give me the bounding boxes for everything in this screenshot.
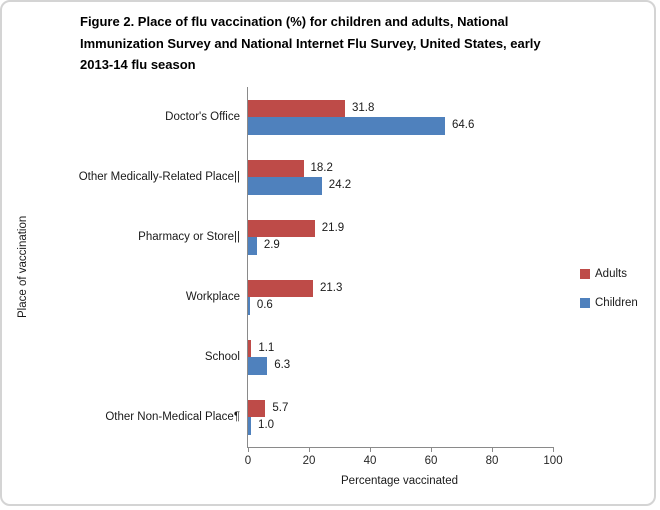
children-value-label: 0.6 [256,299,273,311]
children-bar [248,177,322,195]
adults-bar [248,399,266,417]
adults-bar [248,159,304,177]
chart-title-line-3: 2013-14 flu season [80,57,196,72]
legend-label-adults: Adults [595,268,627,280]
adults-value-label: 1.1 [258,341,275,354]
x-tick-label: 20 [302,455,316,467]
x-tick [247,447,249,452]
legend-swatch-children-icon [580,298,590,308]
category-label: Other Non-Medical Place¶ [105,411,240,423]
chart-title-line-1: Figure 2. Place of flu vaccination (%) f… [80,14,509,29]
children-value-label: 1.0 [258,419,275,431]
chart-title-line-2: Immunization Survey and National Interne… [80,35,541,51]
adults-value-label: 31.8 [351,101,375,114]
x-tick-label: 40 [363,455,377,467]
x-tick [430,447,432,452]
category-label: Other Medically-Related Place|| [78,171,240,183]
adults-value-label: 18.2 [310,161,333,174]
children-value-label: 64.6 [452,119,475,131]
legend-item-children: Children [580,297,638,309]
children-bar [248,417,252,435]
chart-title: Figure 2. Place of flu vaccination (%) f… [80,11,580,76]
category-label: Doctor's Office [165,111,240,123]
x-tick-label: 100 [543,455,563,467]
category-label: Workplace [185,291,240,303]
children-bar [248,117,446,135]
adults-bar [248,279,313,297]
category-label: Pharmacy or Store|| [138,231,240,243]
children-value-label: 2.9 [263,239,280,251]
legend-label-children: Children [595,297,638,309]
adults-value-label: 5.7 [272,401,289,414]
x-tick [552,447,554,452]
x-tick-label: 80 [485,455,499,467]
adults-value-label: 21.9 [321,221,345,234]
legend: Adults Children [580,268,638,326]
x-tick [369,447,371,452]
plot-area: Doctor's Office 31.8 64.6 Other Medically-R… [79,87,563,467]
children-value-label: 6.3 [274,359,291,371]
legend-swatch-adults-icon [580,269,590,279]
children-bar [248,297,250,315]
legend-item-adults: Adults [580,268,638,280]
adults-bar [248,339,252,357]
y-axis-title: Place of vaccination [17,215,29,319]
children-value-label: 24.2 [328,179,352,191]
x-tick [308,447,310,452]
adults-bar [248,99,345,117]
children-bar [248,237,257,255]
children-bar [248,357,268,375]
x-tick-label: 0 [244,455,252,467]
adults-value-label: 21.3 [319,281,343,294]
x-tick [491,447,493,452]
x-tick-label: 60 [424,455,438,467]
adults-bar [248,219,315,237]
x-axis-title: Percentage vaccinated [341,475,458,487]
category-label: School [204,351,240,363]
